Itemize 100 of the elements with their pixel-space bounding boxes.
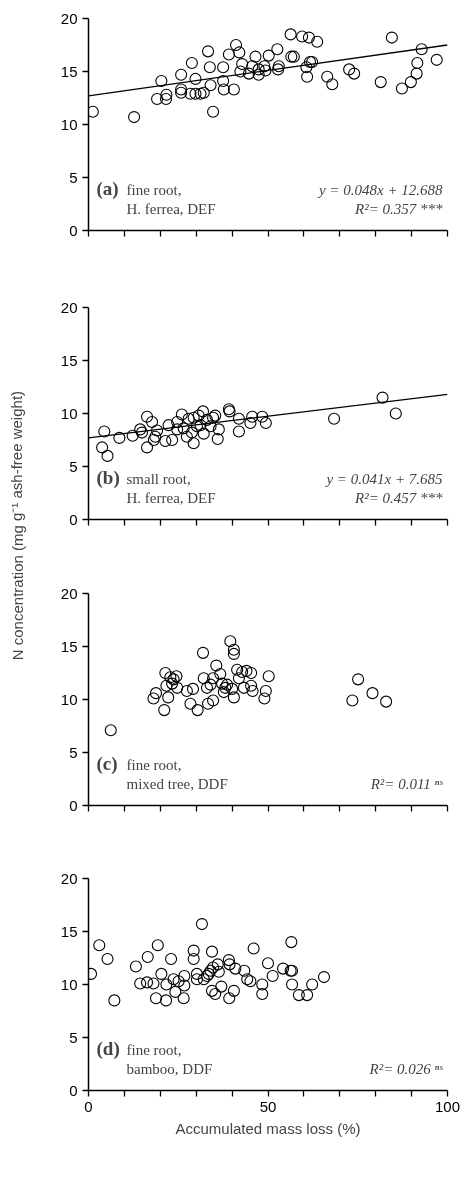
point xyxy=(190,973,203,986)
point xyxy=(215,980,228,993)
point xyxy=(182,412,195,425)
point xyxy=(376,391,389,404)
point xyxy=(211,958,224,971)
point xyxy=(227,984,240,997)
y-tick-label: 20 xyxy=(60,584,78,602)
y-tick-label: 0 xyxy=(69,796,78,814)
point xyxy=(192,409,205,422)
point xyxy=(227,647,240,660)
point xyxy=(165,953,178,966)
point xyxy=(140,441,154,454)
y-tick-label: 0 xyxy=(69,221,78,239)
point xyxy=(258,692,271,705)
annotation: y = 0.048x + 12.688 xyxy=(316,181,443,198)
annotation: mixed tree, DDF xyxy=(126,775,228,792)
point xyxy=(236,665,249,678)
point xyxy=(197,427,210,440)
point xyxy=(134,977,147,990)
point xyxy=(200,681,214,694)
y-tick-label: 20 xyxy=(60,869,78,887)
point xyxy=(149,992,163,1005)
point xyxy=(187,437,200,450)
y-axis-title: N concentration (mg g⁻¹ ash-free weight) xyxy=(8,390,26,661)
point xyxy=(171,415,184,429)
point xyxy=(306,978,319,991)
y-tick-label: 0 xyxy=(69,1081,78,1099)
point xyxy=(207,672,220,685)
point xyxy=(380,695,393,708)
annotation: (c) xyxy=(96,752,118,775)
point xyxy=(195,918,208,931)
annotation: (d) xyxy=(96,1037,120,1060)
point xyxy=(166,677,179,690)
point xyxy=(259,684,272,698)
point xyxy=(113,431,126,444)
point xyxy=(229,962,242,975)
annotation: bamboo, DDF xyxy=(126,1060,213,1077)
annotation: fine root, xyxy=(126,181,182,198)
point xyxy=(166,433,179,447)
point xyxy=(256,410,269,423)
annotation: small root, xyxy=(126,470,191,487)
annotation: H. ferrea, DEF xyxy=(126,200,216,217)
point xyxy=(204,420,217,433)
point xyxy=(212,423,225,436)
point xyxy=(187,953,200,966)
point xyxy=(238,964,251,977)
point xyxy=(231,663,244,676)
point xyxy=(245,679,258,692)
point xyxy=(389,407,402,420)
point xyxy=(151,939,164,952)
annotation: R²= 0.026 ⁿˢ xyxy=(368,1060,444,1077)
y-tick-label: 20 xyxy=(60,9,78,27)
y-tick-label: 15 xyxy=(60,351,78,369)
y-tick-label: 10 xyxy=(60,690,78,708)
point xyxy=(209,988,222,1001)
annotation: y = 0.041x + 7.685 xyxy=(324,470,443,487)
point xyxy=(184,697,197,710)
point xyxy=(141,950,154,963)
point xyxy=(187,411,200,424)
point xyxy=(101,449,114,462)
point xyxy=(177,992,190,1005)
point xyxy=(190,967,203,980)
point xyxy=(237,681,250,694)
point xyxy=(246,684,259,698)
point xyxy=(204,678,217,691)
point xyxy=(155,967,168,980)
point xyxy=(147,977,160,990)
point xyxy=(277,962,290,975)
point xyxy=(211,432,224,445)
point xyxy=(227,643,240,656)
annotation: R²= 0.457 *** xyxy=(353,489,443,506)
point xyxy=(207,694,220,707)
point xyxy=(256,988,269,1001)
point xyxy=(129,960,142,973)
point xyxy=(216,677,229,690)
point xyxy=(232,672,245,685)
x-tick-label: 50 xyxy=(259,1097,277,1115)
point xyxy=(185,426,198,439)
y-tick-label: 15 xyxy=(60,637,78,655)
point xyxy=(197,672,210,685)
point xyxy=(149,687,163,700)
point xyxy=(186,682,200,695)
point xyxy=(222,954,235,967)
point xyxy=(147,692,160,705)
point xyxy=(266,969,279,983)
point xyxy=(190,420,203,433)
point xyxy=(180,430,193,443)
point xyxy=(145,415,159,429)
point xyxy=(194,419,207,432)
y-tick-label: 10 xyxy=(60,404,78,422)
point xyxy=(175,408,188,421)
point xyxy=(256,978,269,991)
point xyxy=(227,691,240,704)
annotation: fine root, xyxy=(126,756,182,773)
point xyxy=(247,942,260,955)
point xyxy=(151,424,164,437)
point xyxy=(232,425,245,438)
point xyxy=(167,973,180,986)
annotation: R²= 0.357 *** xyxy=(353,200,443,217)
point xyxy=(93,939,106,952)
